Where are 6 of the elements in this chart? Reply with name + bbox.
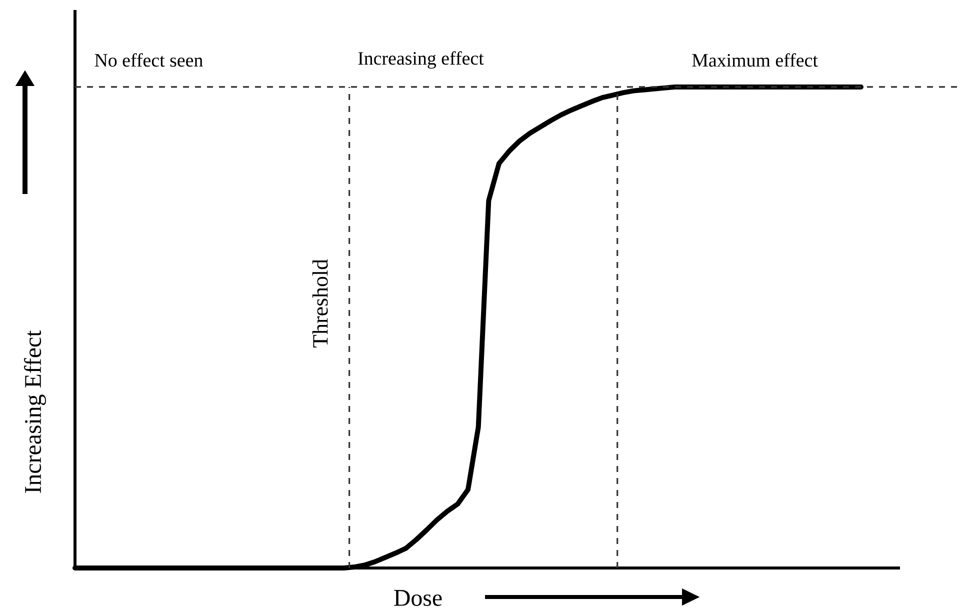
annotation: Threshold [312,259,328,348]
text: Maximum effect [692,53,818,67]
x-axis-title: Dose [394,590,442,606]
text: No effect seen [94,53,203,67]
text: Increasing effect [358,51,484,69]
y-axis-title: Increasing Effect [24,330,46,493]
